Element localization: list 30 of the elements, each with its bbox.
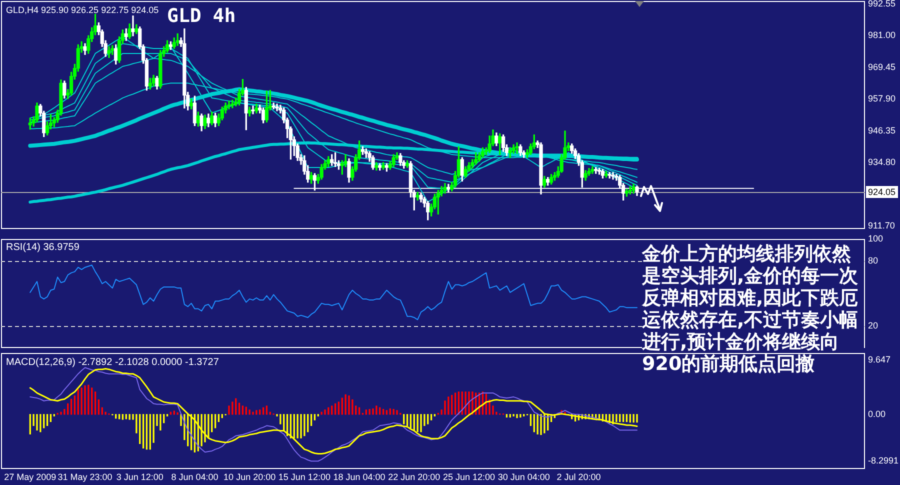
y-tick-label: 911.70 bbox=[868, 220, 895, 230]
y-tick-label: 969.45 bbox=[868, 62, 896, 72]
x-tick-label: 27 May 2009 bbox=[4, 472, 56, 482]
y-tick-label: 0.00 bbox=[868, 408, 886, 419]
y-tick-label: 981.00 bbox=[868, 30, 896, 40]
chart-subtitle: GLD,H4 925.90 926.25 922.75 924.05 bbox=[6, 5, 159, 16]
y-tick-label: -8.2991 bbox=[868, 456, 899, 466]
x-tick-label: 10 Jun 20:00 bbox=[224, 472, 276, 482]
y-tick-label: 100 bbox=[868, 233, 884, 244]
x-tick-label: 3 Jun 12:00 bbox=[116, 472, 164, 482]
y-tick-label: 934.80 bbox=[868, 157, 896, 168]
y-tick-label: 957.90 bbox=[868, 94, 896, 104]
y-tick-label: 992.55 bbox=[868, 0, 896, 8]
y-tick-label: 9.647 bbox=[868, 354, 891, 365]
y-tick-label: 946.35 bbox=[868, 125, 896, 136]
x-tick-label: 18 Jun 04:00 bbox=[333, 472, 386, 482]
x-tick-label: 8 Jun 04:00 bbox=[171, 472, 218, 482]
chart-title: RSI(14) 36.9759 bbox=[6, 242, 80, 254]
x-tick-label: 25 Jun 12:00 bbox=[442, 472, 496, 482]
chart-title: MACD(12,26,9) -2.7892 -2.1028 0.0000 -1.3727 bbox=[6, 357, 219, 369]
chart-title: GLD 4h bbox=[167, 5, 236, 27]
x-tick-label: 2 Jul 20:00 bbox=[556, 472, 601, 482]
annotation: 金价上方的均线排列依然是空头排列,金价的每一次反弹相对困难,因此下跌厄运依然存在,不过节奏小幅进行,预计金价将继续向920的前期低点回撤 bbox=[642, 243, 864, 375]
x-tick-label: 22 Jun 20:00 bbox=[388, 472, 440, 482]
y-tick-label: 80 bbox=[868, 255, 878, 266]
x-tick-label: 15 Jun 12:00 bbox=[278, 472, 330, 482]
y-tick-label: 20 bbox=[868, 320, 878, 331]
ref-line-label: 924.05 bbox=[868, 186, 896, 197]
x-tick-label: 31 May 23:00 bbox=[58, 472, 112, 482]
x-tick-label: 30 Jun 04:00 bbox=[498, 472, 550, 482]
